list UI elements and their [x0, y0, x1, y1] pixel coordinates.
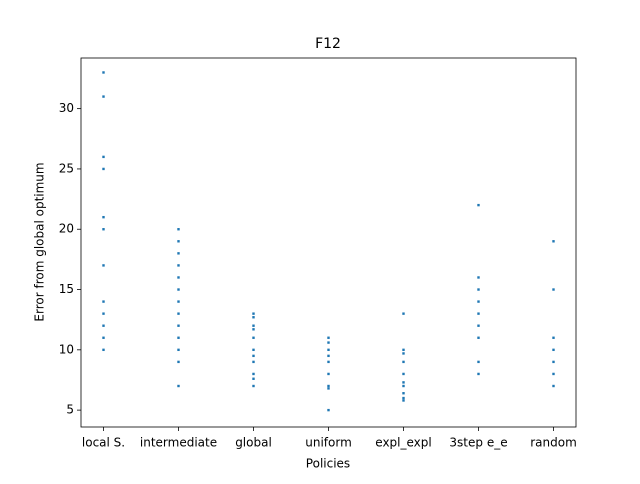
point: [252, 336, 255, 339]
point: [252, 324, 255, 327]
point: [477, 312, 480, 315]
point: [402, 360, 405, 364]
point: [327, 384, 330, 388]
point: [327, 372, 330, 376]
point: [252, 316, 255, 319]
point: [402, 352, 405, 355]
point: [477, 276, 480, 279]
point: [102, 264, 105, 267]
point: [402, 372, 405, 376]
point: [402, 312, 405, 315]
point: [102, 215, 105, 219]
point: [477, 300, 480, 303]
point: [552, 384, 555, 388]
y-tick-label: 25: [59, 161, 74, 175]
point: [327, 348, 330, 352]
point: [402, 348, 405, 352]
point: [252, 354, 255, 358]
point: [552, 348, 555, 352]
point: [552, 336, 555, 339]
y-tick-label: 30: [59, 101, 74, 115]
chart-title: F12: [315, 36, 341, 52]
point: [327, 360, 330, 364]
point: [552, 288, 555, 291]
point: [327, 336, 330, 339]
point: [252, 312, 255, 315]
point: [177, 228, 180, 231]
y-tick-label: 10: [59, 342, 74, 356]
point: [177, 384, 180, 388]
point: [327, 408, 330, 412]
x-tick-label: global: [235, 436, 272, 450]
point: [477, 336, 480, 339]
point: [327, 387, 330, 390]
point: [477, 372, 480, 376]
point: [177, 300, 180, 303]
point: [102, 324, 105, 327]
point: [102, 71, 105, 74]
point: [552, 240, 555, 243]
point: [402, 396, 405, 400]
point: [102, 312, 105, 315]
point: [102, 167, 105, 171]
point: [102, 95, 105, 98]
point: [177, 276, 180, 279]
point: [177, 348, 180, 352]
point: [177, 324, 180, 327]
y-tick-label: 20: [59, 222, 74, 236]
point: [402, 392, 405, 395]
point: [102, 336, 105, 339]
y-tick-label: 5: [66, 403, 74, 417]
y-axis-label: Error from global optimum: [33, 162, 47, 321]
point: [177, 336, 180, 339]
point: [102, 300, 105, 303]
point: [177, 252, 180, 255]
x-tick-label: 3step e_e: [449, 436, 507, 450]
point: [102, 155, 105, 159]
point: [252, 348, 255, 352]
x-tick-label: local S.: [82, 436, 125, 450]
point: [477, 203, 480, 207]
point: [402, 384, 405, 388]
point: [477, 360, 480, 364]
point: [177, 264, 180, 267]
y-tick-label: 15: [59, 282, 74, 296]
x-axis-label: Policies: [306, 457, 350, 471]
x-tick-label: intermediate: [140, 436, 217, 450]
point: [177, 360, 180, 364]
point: [177, 288, 180, 291]
point: [477, 324, 480, 327]
point: [177, 312, 180, 315]
point: [327, 341, 330, 344]
point: [477, 288, 480, 291]
point: [252, 377, 255, 380]
point: [552, 360, 555, 364]
point: [252, 372, 255, 376]
point: [402, 381, 405, 384]
point: [252, 328, 255, 331]
point: [102, 348, 105, 352]
x-tick-label: uniform: [305, 436, 352, 450]
point: [177, 240, 180, 243]
point: [252, 384, 255, 388]
x-tick-label: expl_expl: [375, 436, 431, 450]
point: [252, 360, 255, 364]
point: [402, 399, 405, 402]
x-tick-label: random: [530, 436, 577, 450]
point: [102, 228, 105, 231]
point: [327, 354, 330, 358]
point: [552, 372, 555, 376]
